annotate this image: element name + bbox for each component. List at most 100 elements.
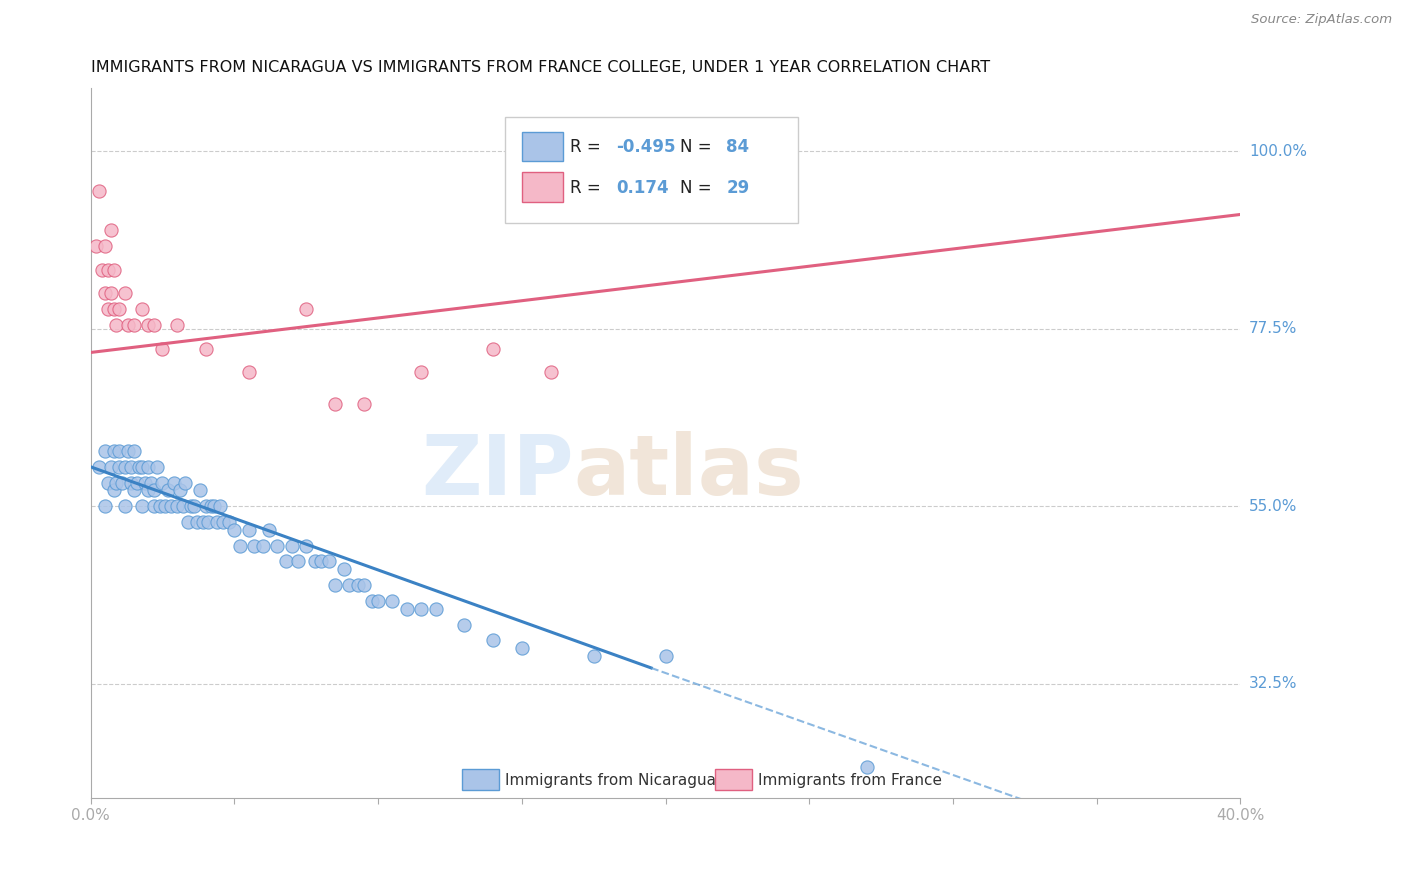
Point (482, 342, 505, 356)
Point (105, 318, 128, 332)
Text: 84: 84 (727, 138, 749, 156)
Point (654, 649, 676, 664)
Text: N =: N = (681, 138, 717, 156)
Point (318, 554, 340, 568)
Point (94, 286, 117, 301)
Point (347, 578, 370, 592)
Point (111, 475, 134, 490)
Point (105, 475, 128, 490)
Point (855, 759, 877, 773)
Point (411, 365, 433, 379)
FancyBboxPatch shape (522, 131, 564, 161)
Point (252, 539, 274, 553)
Point (274, 554, 297, 568)
Point (266, 539, 288, 553)
Point (194, 500, 217, 514)
Point (100, 223, 122, 237)
Point (136, 318, 159, 332)
Point (155, 500, 177, 514)
Point (100, 286, 122, 301)
Point (136, 483, 159, 498)
Point (94, 500, 117, 514)
Point (114, 500, 136, 514)
Point (323, 397, 346, 411)
Point (120, 459, 142, 474)
Point (134, 475, 156, 490)
Point (361, 594, 384, 608)
Text: IMMIGRANTS FROM NICARAGUA VS IMMIGRANTS FROM FRANCE COLLEGE, UNDER 1 YEAR CORREL: IMMIGRANTS FROM NICARAGUA VS IMMIGRANTS … (90, 60, 990, 75)
Point (114, 286, 136, 301)
Point (117, 444, 139, 458)
Point (122, 483, 145, 498)
Point (218, 515, 240, 529)
Point (510, 641, 533, 656)
Point (281, 539, 304, 553)
Point (89, 459, 111, 474)
Point (163, 475, 186, 490)
Point (197, 515, 219, 529)
Point (97, 302, 120, 317)
Point (103, 262, 125, 277)
Point (180, 500, 202, 514)
Point (309, 554, 332, 568)
Point (238, 365, 260, 379)
Point (188, 483, 211, 498)
Point (169, 483, 191, 498)
Point (114, 459, 136, 474)
Point (97, 262, 120, 277)
Point (482, 633, 505, 648)
Point (411, 601, 433, 615)
FancyBboxPatch shape (505, 117, 797, 223)
FancyBboxPatch shape (716, 769, 752, 790)
Point (295, 302, 318, 317)
Text: Immigrants from France: Immigrants from France (758, 772, 942, 788)
Point (353, 578, 375, 592)
Point (125, 475, 148, 490)
Text: 77.5%: 77.5% (1249, 321, 1298, 336)
Text: ZIP: ZIP (420, 431, 574, 512)
Point (353, 397, 375, 411)
Point (108, 444, 131, 458)
Point (108, 302, 131, 317)
Point (142, 500, 165, 514)
Point (136, 459, 159, 474)
Point (183, 500, 205, 514)
Text: 55.0%: 55.0% (1249, 499, 1298, 514)
Point (453, 617, 475, 632)
Point (131, 459, 153, 474)
Point (120, 475, 142, 490)
Point (229, 539, 252, 553)
Point (194, 342, 217, 356)
Point (172, 500, 194, 514)
Point (97, 475, 120, 490)
Point (425, 601, 447, 615)
Point (94, 444, 117, 458)
Point (103, 444, 125, 458)
Point (142, 318, 165, 332)
Point (160, 500, 183, 514)
Point (142, 483, 165, 498)
FancyBboxPatch shape (522, 172, 564, 202)
FancyBboxPatch shape (463, 769, 499, 790)
Point (139, 475, 162, 490)
Point (128, 459, 150, 474)
Point (582, 649, 605, 664)
Point (323, 578, 346, 592)
Text: Source: ZipAtlas.com: Source: ZipAtlas.com (1251, 13, 1392, 27)
Text: 0.174: 0.174 (616, 178, 669, 196)
Point (108, 459, 131, 474)
Point (89, 184, 111, 198)
Point (149, 500, 172, 514)
Text: R =: R = (569, 138, 606, 156)
Text: 100.0%: 100.0% (1249, 144, 1308, 159)
Point (177, 515, 200, 529)
Point (100, 459, 122, 474)
Point (131, 500, 153, 514)
Point (367, 594, 389, 608)
Point (243, 539, 266, 553)
Point (238, 523, 260, 537)
Point (395, 601, 418, 615)
Point (122, 444, 145, 458)
Point (540, 365, 562, 379)
Point (224, 523, 246, 537)
